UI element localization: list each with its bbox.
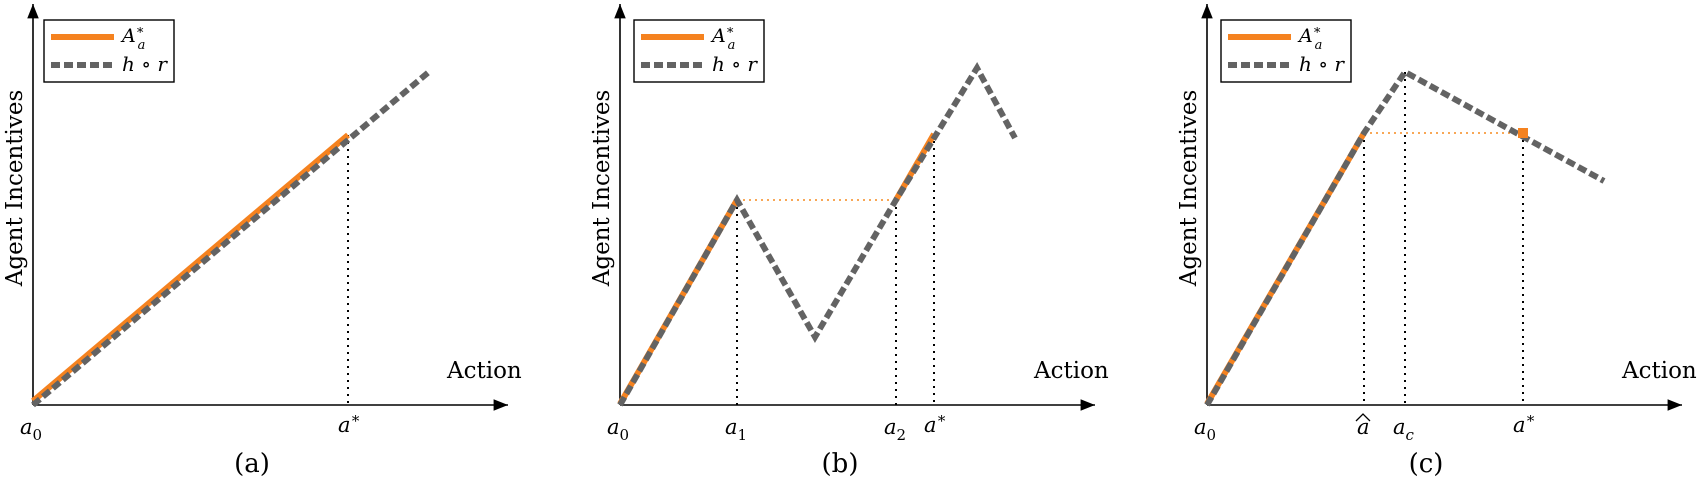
panel-c: A∗ a h ∘ r Agent Incentives Action a0 a a… [1176, 3, 1697, 479]
tick-a-star: a∗ [924, 409, 947, 437]
tick-a0: a0 [20, 415, 42, 444]
x-axis-label: Action [1033, 358, 1109, 384]
y-axis-label: Agent Incentives [1176, 90, 1202, 288]
legend-box [633, 19, 765, 83]
legend-label-hr: h ∘ r [712, 52, 758, 76]
series-proxy-line [31, 68, 432, 408]
caption-a: (a) [234, 449, 270, 479]
tick-a0: a0 [607, 415, 629, 444]
caption-c: (c) [1409, 449, 1444, 479]
tick-a-star: a∗ [1513, 409, 1536, 437]
y-axis-label: Agent Incentives [589, 90, 615, 288]
tick-a1: a1 [725, 415, 747, 444]
legend-box [1220, 19, 1352, 83]
legend-label-hr: h ∘ r [122, 52, 168, 76]
panel-a: A∗ a h ∘ r Agent Incentives Action a0 a∗ … [2, 3, 522, 479]
caption-b: (b) [822, 449, 859, 479]
optimum-marker [1518, 128, 1528, 138]
legend-label-astar: A∗ a [120, 23, 145, 53]
series-proxy-line [1204, 68, 1606, 407]
y-axis-label: Agent Incentives [2, 90, 28, 288]
tick-a-hat: a [1357, 415, 1370, 439]
legend-box [43, 19, 175, 83]
x-axis-label: Action [446, 358, 522, 384]
panel-b: A∗ a h ∘ r Agent Incentives Action a0 a1 … [589, 3, 1109, 479]
tick-a-star: a∗ [338, 409, 361, 437]
series-optimal-line [31, 132, 350, 404]
hat-accent [1355, 413, 1371, 422]
x-axis-label: Action [1621, 358, 1697, 384]
legend-label-hr: h ∘ r [1299, 52, 1345, 76]
tick-a0: a0 [1194, 415, 1216, 444]
tick-a2: a2 [884, 415, 906, 444]
tick-ac: ac [1393, 415, 1415, 444]
series-proxy-line [617, 62, 1018, 407]
